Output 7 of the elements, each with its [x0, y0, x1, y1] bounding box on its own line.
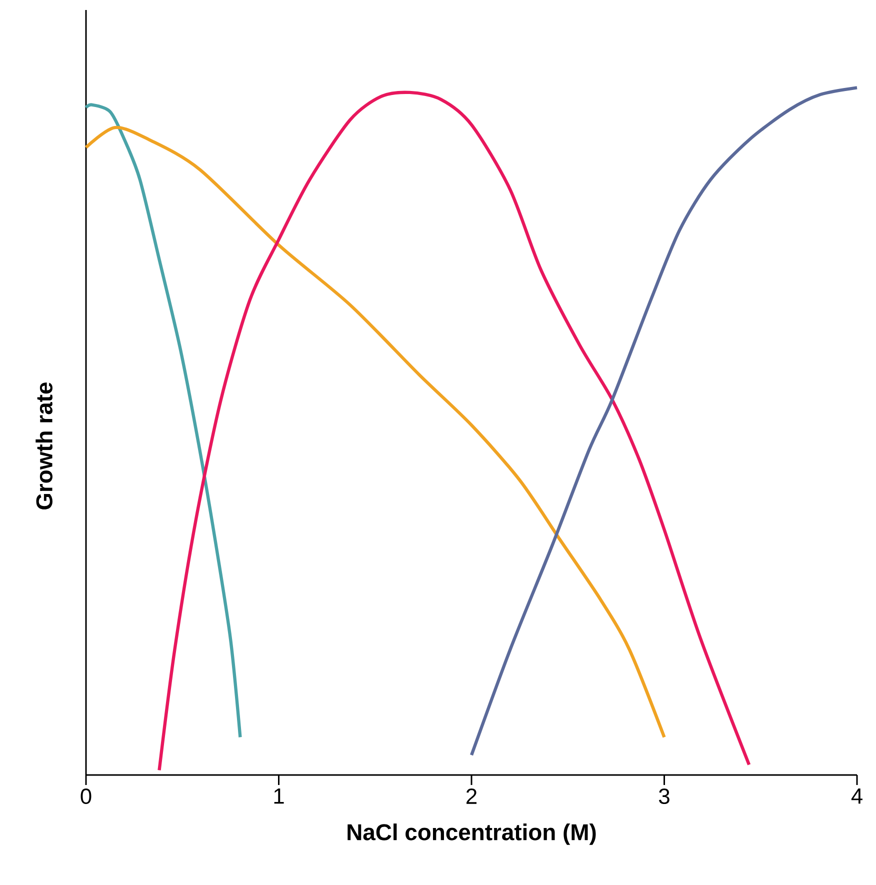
y-axis-title: Growth rate: [36, 382, 52, 510]
x-tick-label: 3: [658, 788, 670, 804]
x-tick-label: 4: [851, 788, 862, 804]
x-tick-label: 1: [274, 788, 284, 804]
x-axis-title: NaCl concentration (M): [348, 824, 596, 845]
x-tick-label: 2: [466, 788, 477, 804]
x-tick-label: 0: [80, 788, 92, 804]
